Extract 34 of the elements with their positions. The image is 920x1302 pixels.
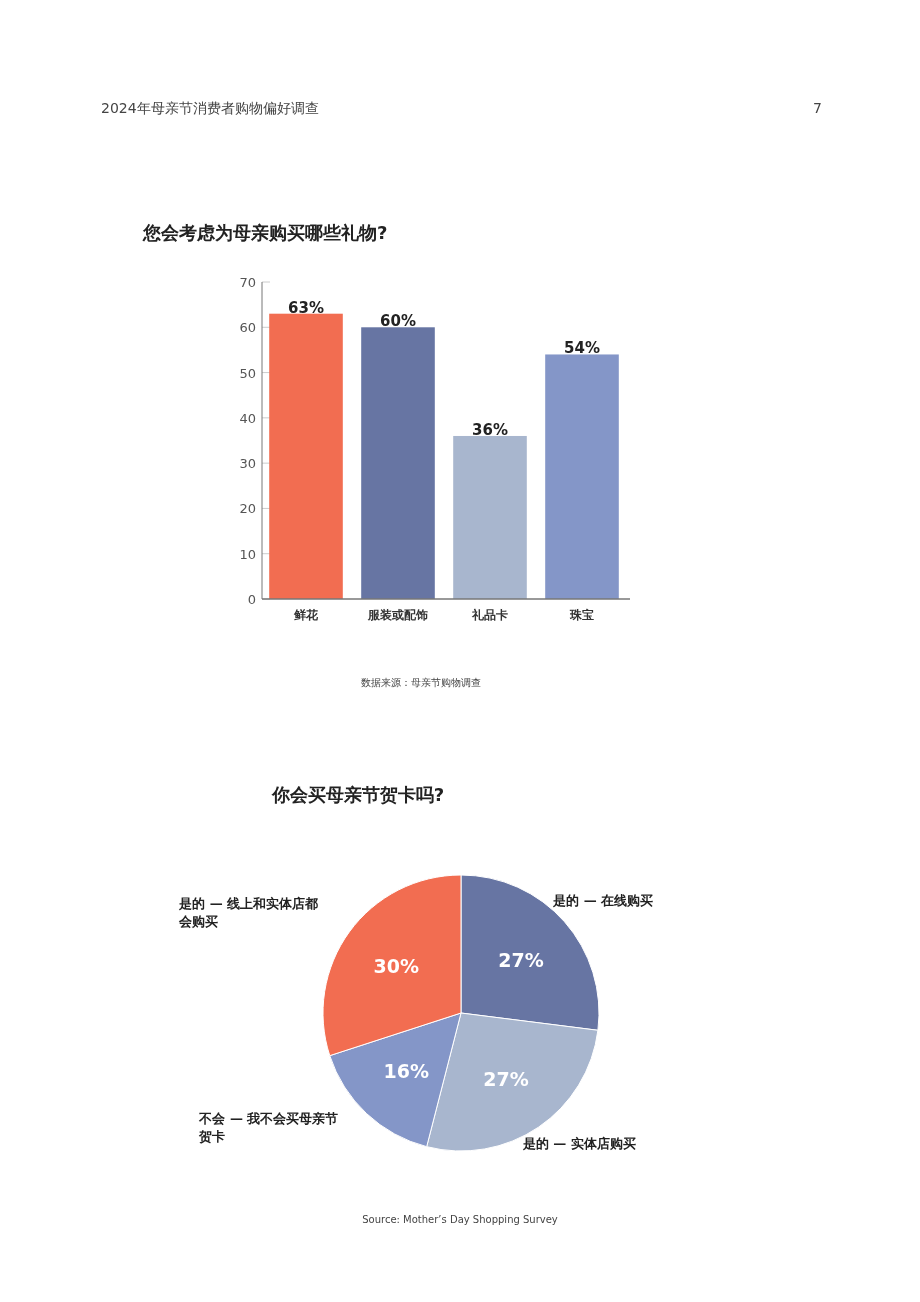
- text: 7: [813, 100, 822, 116]
- text: 2024年母亲节消费者购物偏好调查: [101, 100, 319, 116]
- bar: [269, 313, 343, 599]
- x-tick-label: 服装或配饰: [367, 608, 428, 622]
- slice-label: 不会 — 我不会买母亲节贺卡: [198, 1110, 339, 1144]
- y-tick-label: 70: [239, 275, 256, 290]
- source-note: Source: Mother’s Day Shopping Survey: [362, 1214, 558, 1225]
- y-tick-label: 60: [239, 320, 256, 336]
- y-tick-label: 10: [239, 546, 256, 562]
- chart-title: 你会买母亲节贺卡吗?: [270, 784, 445, 805]
- data-label: 63%: [288, 298, 324, 317]
- data-label: 27%: [483, 1068, 529, 1091]
- data-label: 60%: [380, 312, 416, 331]
- data-label: 27%: [498, 949, 544, 972]
- data-label: 16%: [383, 1060, 429, 1083]
- x-tick-label: 鲜花: [293, 608, 319, 622]
- bar: [453, 435, 527, 599]
- y-tick-label: 20: [239, 501, 256, 517]
- slice-label: 是的 — 线上和实体店都会购买: [178, 896, 319, 930]
- data-label: 36%: [472, 420, 508, 439]
- data-label: 54%: [564, 339, 600, 358]
- chart-title: 您会考虑为母亲购买哪些礼物?: [142, 222, 388, 243]
- x-tick-label: 礼品卡: [471, 608, 508, 622]
- bar: [361, 327, 435, 599]
- y-tick-label: 0: [247, 592, 256, 607]
- slice-label: 是的 — 实体店购买: [521, 1135, 636, 1151]
- y-tick-label: 50: [239, 365, 256, 381]
- slice-label: 是的 — 在线购买: [552, 893, 654, 909]
- x-tick-label: 珠宝: [569, 608, 594, 622]
- y-tick-label: 40: [239, 410, 256, 426]
- bar: [545, 354, 619, 599]
- data-label: 30%: [373, 954, 419, 977]
- source-note: 数据来源：母亲节购物调查: [361, 677, 481, 688]
- y-tick-label: 30: [239, 456, 256, 472]
